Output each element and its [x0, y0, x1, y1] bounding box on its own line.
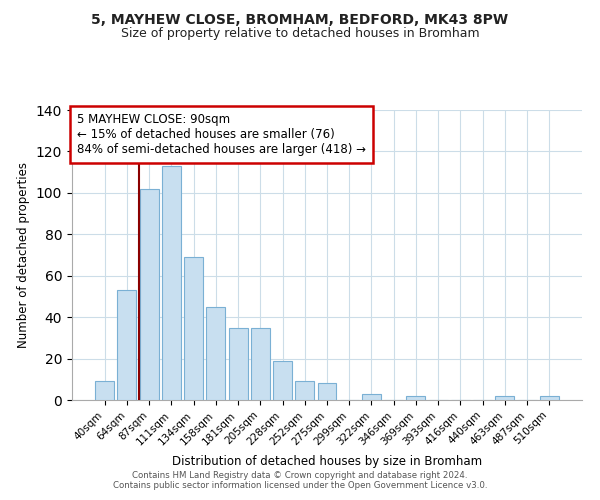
Bar [140, 188, 158, 400]
Bar [540, 396, 559, 400]
Bar [206, 307, 225, 400]
Bar [295, 382, 314, 400]
Y-axis label: Number of detached properties: Number of detached properties [17, 162, 31, 348]
Text: Size of property relative to detached houses in Bromham: Size of property relative to detached ho… [121, 28, 479, 40]
Bar [118, 290, 136, 400]
Text: Contains HM Land Registry data © Crown copyright and database right 2024.
Contai: Contains HM Land Registry data © Crown c… [113, 470, 487, 490]
Bar [362, 394, 381, 400]
Text: 5, MAYHEW CLOSE, BROMHAM, BEDFORD, MK43 8PW: 5, MAYHEW CLOSE, BROMHAM, BEDFORD, MK43 … [91, 12, 509, 26]
Bar [229, 328, 248, 400]
Bar [406, 396, 425, 400]
Bar [273, 360, 292, 400]
Bar [184, 257, 203, 400]
Bar [251, 328, 270, 400]
Bar [162, 166, 181, 400]
Bar [317, 384, 337, 400]
X-axis label: Distribution of detached houses by size in Bromham: Distribution of detached houses by size … [172, 455, 482, 468]
Text: 5 MAYHEW CLOSE: 90sqm
← 15% of detached houses are smaller (76)
84% of semi-deta: 5 MAYHEW CLOSE: 90sqm ← 15% of detached … [77, 113, 366, 156]
Bar [95, 382, 114, 400]
Bar [496, 396, 514, 400]
